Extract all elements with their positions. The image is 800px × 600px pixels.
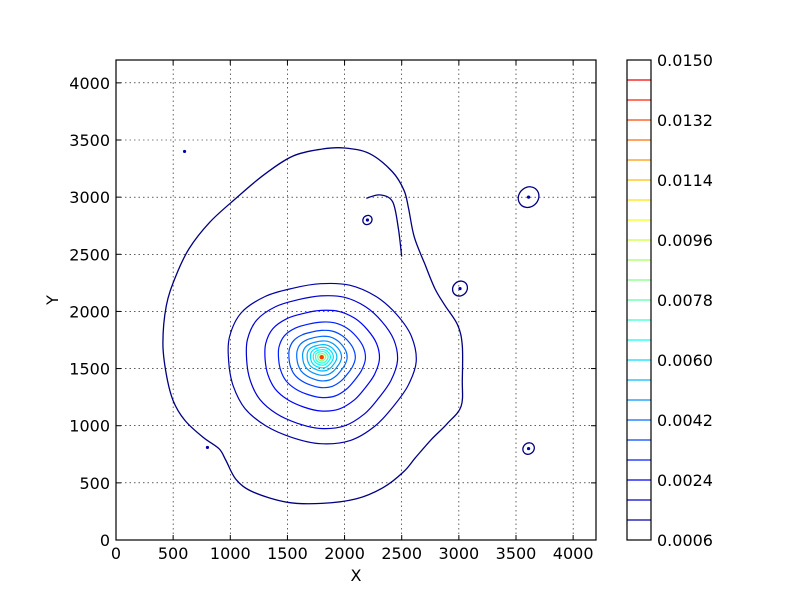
colorbar-tick-label: 0.0024 bbox=[657, 471, 713, 490]
contour-level bbox=[317, 352, 327, 362]
x-tick-label: 3500 bbox=[496, 544, 537, 563]
contour-lines bbox=[162, 147, 540, 505]
colorbar-tick-label: 0.0042 bbox=[657, 411, 713, 430]
contour-level bbox=[309, 346, 335, 369]
colorbar-tick-label: 0.0132 bbox=[657, 111, 713, 130]
satellite-contour bbox=[522, 442, 535, 455]
x-tick-label: 1000 bbox=[210, 544, 251, 563]
grid-lines bbox=[115, 60, 596, 541]
contour-level bbox=[245, 295, 399, 430]
contour-level bbox=[312, 349, 332, 366]
colorbar-frame bbox=[626, 59, 652, 541]
colorbar-tick-label: 0.0096 bbox=[657, 231, 713, 250]
x-tick-label: 2000 bbox=[324, 544, 365, 563]
contour-level bbox=[264, 309, 381, 412]
x-tick-label: 2500 bbox=[381, 544, 422, 563]
satellite-dot bbox=[458, 286, 462, 291]
satellite-contour bbox=[517, 186, 540, 209]
x-axis-ticks: 0 500 1000 1500 2000 2500 3000 3500 4000 bbox=[111, 60, 594, 563]
y-axis-label: Y bbox=[43, 295, 62, 306]
x-tick-label: 0 bbox=[111, 544, 121, 563]
contour-level bbox=[288, 329, 356, 389]
satellite-dot bbox=[182, 149, 187, 154]
contour-level bbox=[306, 344, 338, 372]
colorbar-tick-label: 0.0006 bbox=[657, 531, 713, 550]
y-tick-label: 1000 bbox=[69, 417, 110, 436]
x-tick-label: 1500 bbox=[267, 544, 308, 563]
x-tick-label: 3000 bbox=[438, 544, 479, 563]
colorbar-tick-label: 0.0078 bbox=[657, 291, 713, 310]
x-tick-label: 4000 bbox=[553, 544, 594, 563]
colorbar-tick-label: 0.0060 bbox=[657, 351, 713, 370]
y-tick-label: 2000 bbox=[69, 302, 110, 321]
y-tick-label: 3000 bbox=[69, 188, 110, 207]
peak-marker bbox=[319, 354, 324, 360]
colorbar-tick-label: 0.0114 bbox=[657, 171, 713, 190]
x-axis-label: X bbox=[351, 566, 362, 585]
y-tick-label: 4000 bbox=[69, 74, 110, 93]
contour-level bbox=[227, 282, 417, 445]
plot-frame bbox=[115, 59, 597, 541]
colorbar: 0.0150 0.0132 0.0114 0.0096 0.0078 0.0060 0.00… bbox=[626, 51, 713, 550]
satellite-contour bbox=[451, 280, 469, 297]
contour-level bbox=[296, 335, 348, 382]
satellite-dot bbox=[205, 445, 210, 450]
contour-notch bbox=[366, 194, 403, 257]
satellite-dot bbox=[526, 195, 531, 199]
satellite-contour bbox=[362, 214, 373, 226]
y-axis-ticks: 0 500 1000 1500 2000 2500 3000 3500 4000 bbox=[69, 74, 596, 550]
contour-level bbox=[301, 340, 343, 376]
y-tick-label: 3500 bbox=[69, 131, 110, 150]
satellite-dot bbox=[365, 218, 370, 222]
y-tick-label: 2500 bbox=[69, 245, 110, 264]
contour-outer bbox=[162, 147, 464, 505]
x-tick-label: 500 bbox=[158, 544, 189, 563]
y-tick-label: 1500 bbox=[69, 360, 110, 379]
contour-level bbox=[314, 350, 329, 364]
contour-level bbox=[277, 321, 367, 399]
colorbar-tick-label: 0.0150 bbox=[657, 51, 713, 70]
y-tick-label: 500 bbox=[79, 474, 110, 493]
satellite-dot bbox=[526, 446, 531, 451]
y-tick-label: 0 bbox=[100, 531, 110, 550]
